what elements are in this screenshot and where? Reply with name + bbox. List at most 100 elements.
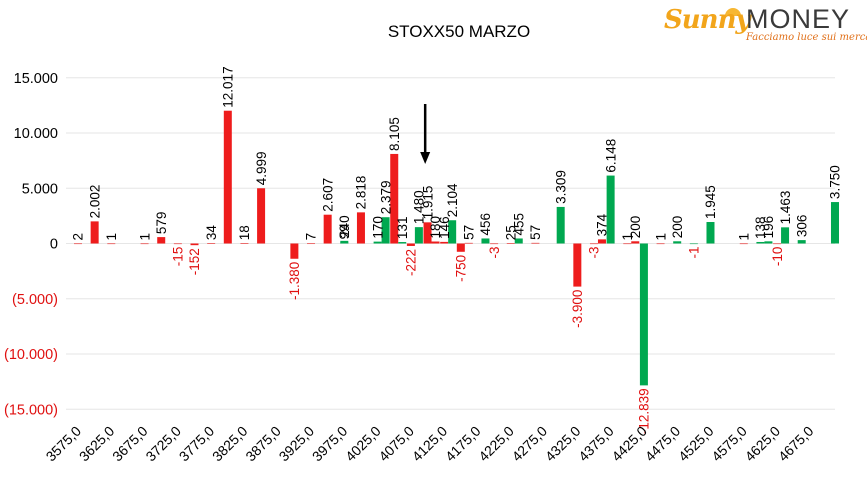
data-label: 6.148 xyxy=(603,139,618,173)
x-tick-label: 4325,0 xyxy=(542,423,584,465)
y-tick-label: 10.000 xyxy=(14,126,58,142)
bar xyxy=(797,240,806,244)
data-label: -750 xyxy=(454,255,469,282)
logo-money-text: MONEY xyxy=(746,4,851,34)
bar xyxy=(356,212,365,244)
bar xyxy=(781,227,790,244)
data-label: 240 xyxy=(337,215,352,238)
x-tick-label: 3925,0 xyxy=(276,423,318,465)
y-tick-label: 5.000 xyxy=(22,181,58,197)
bar xyxy=(589,243,598,245)
y-tick-label: 15.000 xyxy=(14,71,58,87)
bar xyxy=(340,240,349,244)
bar xyxy=(373,241,382,244)
bar xyxy=(606,175,615,244)
bar xyxy=(573,243,582,287)
bar xyxy=(140,243,149,245)
bar xyxy=(764,241,773,244)
data-label: 374 xyxy=(595,213,610,236)
data-label: 2.818 xyxy=(354,176,369,210)
data-label: 3.750 xyxy=(828,165,843,199)
bar xyxy=(739,243,748,245)
bar xyxy=(673,241,682,244)
sunny-money-logo: Sunny MONEY Facciamo luce sui mercati xyxy=(664,4,867,44)
data-label: 4.999 xyxy=(254,151,269,185)
logo-sunny-text: Sunny xyxy=(664,5,751,35)
data-label: -3 xyxy=(587,247,602,259)
data-label: -12.839 xyxy=(637,388,652,434)
x-tick-label: 3775,0 xyxy=(176,423,218,465)
data-label: 57 xyxy=(528,225,543,240)
data-label: 180 xyxy=(428,216,443,239)
y-tick-label: (10.000) xyxy=(4,347,58,363)
data-label: 1 xyxy=(620,233,635,241)
bar xyxy=(706,222,715,244)
data-label: 12.017 xyxy=(221,66,236,107)
bar xyxy=(257,188,266,244)
bar xyxy=(830,202,839,244)
x-tick-label: 4175,0 xyxy=(442,423,484,465)
bar xyxy=(440,241,449,244)
bar xyxy=(240,243,249,244)
bar xyxy=(531,242,540,244)
bar xyxy=(490,243,499,245)
x-tick-label: 4125,0 xyxy=(409,423,451,465)
bar xyxy=(173,243,182,245)
bar xyxy=(514,238,523,244)
y-axis: 15.000 10.000 5.000 0 (5.000) (10.000) (15.000… xyxy=(4,71,58,419)
x-tick-label: 4225,0 xyxy=(475,423,517,465)
data-label: 579 xyxy=(154,212,169,235)
data-label: -222 xyxy=(404,249,419,276)
data-label: 131 xyxy=(395,217,410,240)
bar xyxy=(190,243,199,246)
bar xyxy=(631,241,640,244)
bar xyxy=(481,238,490,244)
x-axis: 3575,03625,03675,03725,03775,03825,03875… xyxy=(43,423,817,465)
data-label: 2.002 xyxy=(87,185,102,219)
data-label: 7 xyxy=(304,233,319,241)
bar xyxy=(623,243,632,245)
data-label: 2 xyxy=(71,233,86,241)
bar xyxy=(107,243,116,245)
x-tick-label: 4525,0 xyxy=(675,423,717,465)
bar xyxy=(773,243,782,245)
y-tick-label: (15.000) xyxy=(4,402,58,418)
annotation-arrow xyxy=(420,104,431,164)
data-label: 138 xyxy=(753,216,768,239)
data-label: 25 xyxy=(503,225,518,240)
data-label: -152 xyxy=(187,248,202,275)
bar xyxy=(597,239,606,244)
x-tick-label: 3725,0 xyxy=(142,423,184,465)
arrow-head xyxy=(420,152,431,164)
bar xyxy=(556,206,565,244)
data-label: 99 xyxy=(337,224,352,239)
data-label: 1.480 xyxy=(412,190,427,224)
data-label: 1.945 xyxy=(703,185,718,219)
bar xyxy=(506,243,515,244)
data-label: 1.915 xyxy=(420,186,435,220)
data-label: 200 xyxy=(628,216,643,239)
bar xyxy=(448,220,457,244)
x-tick-label: 3675,0 xyxy=(109,423,151,465)
data-label: -10 xyxy=(770,247,785,267)
bar xyxy=(423,222,432,244)
data-label: -3.900 xyxy=(570,290,585,328)
bar xyxy=(431,241,440,244)
data-label: 1 xyxy=(653,233,668,241)
x-tick-label: 4425,0 xyxy=(608,423,650,465)
bar xyxy=(223,110,232,244)
data-label: 57 xyxy=(462,225,477,240)
data-label: -1.380 xyxy=(287,262,302,300)
y-tick-label: (5.000) xyxy=(12,292,58,308)
bar xyxy=(207,243,216,244)
data-label: 1 xyxy=(737,233,752,241)
sun-icon xyxy=(725,8,741,16)
bar xyxy=(381,217,390,244)
data-label: 2.607 xyxy=(320,178,335,212)
data-label: 8.105 xyxy=(387,117,402,151)
bar xyxy=(464,242,473,244)
bar xyxy=(290,243,299,259)
x-tick-label: 4575,0 xyxy=(708,423,750,465)
